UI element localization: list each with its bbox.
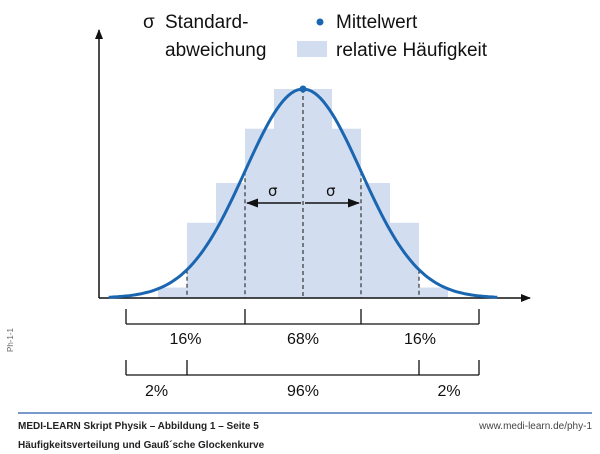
- sigma-legend-line1: Standard-: [165, 12, 248, 33]
- frequency-legend-swatch: [297, 41, 327, 57]
- histogram-bar: [390, 222, 419, 298]
- footer-title: MEDI-LEARN Skript Physik – Abbildung 1 –…: [18, 421, 259, 432]
- sigma-label-right: σ: [326, 182, 336, 200]
- histogram-bar: [245, 128, 274, 298]
- histogram-bar: [274, 89, 332, 298]
- percentage-label: 96%: [287, 383, 319, 400]
- histogram-bars: [158, 89, 448, 298]
- histogram-bar: [158, 287, 187, 298]
- sigma-legend-symbol: σ: [143, 12, 155, 33]
- percentage-label: 16%: [169, 331, 201, 348]
- percentage-label: 68%: [287, 331, 319, 348]
- mean-legend-dot-icon: [316, 18, 324, 26]
- percentage-label: 2%: [145, 383, 168, 400]
- frequency-legend-label: relative Häufigkeit: [336, 40, 488, 61]
- mean-point: [299, 85, 307, 93]
- footer-subtitle: Häufigkeitsverteilung und Gauß´sche Gloc…: [18, 440, 265, 451]
- sigma-guide-lines: [186, 89, 420, 298]
- side-label: Ph-1-1: [6, 327, 15, 352]
- footer-url[interactable]: www.medi-learn.de/phy-1: [479, 421, 592, 432]
- histogram-bar: [187, 222, 216, 298]
- histogram-bar: [419, 287, 448, 298]
- percentage-brackets: 16% 68% 16% 2% 96% 2%: [125, 309, 480, 400]
- sigma-legend-line2: abweichung: [165, 40, 266, 61]
- mean-legend-label: Mittelwert: [336, 12, 418, 33]
- percentage-label: 16%: [404, 331, 436, 348]
- sigma-label-left: σ: [268, 182, 278, 200]
- percentage-label: 2%: [437, 383, 460, 400]
- histogram-bar: [332, 128, 361, 298]
